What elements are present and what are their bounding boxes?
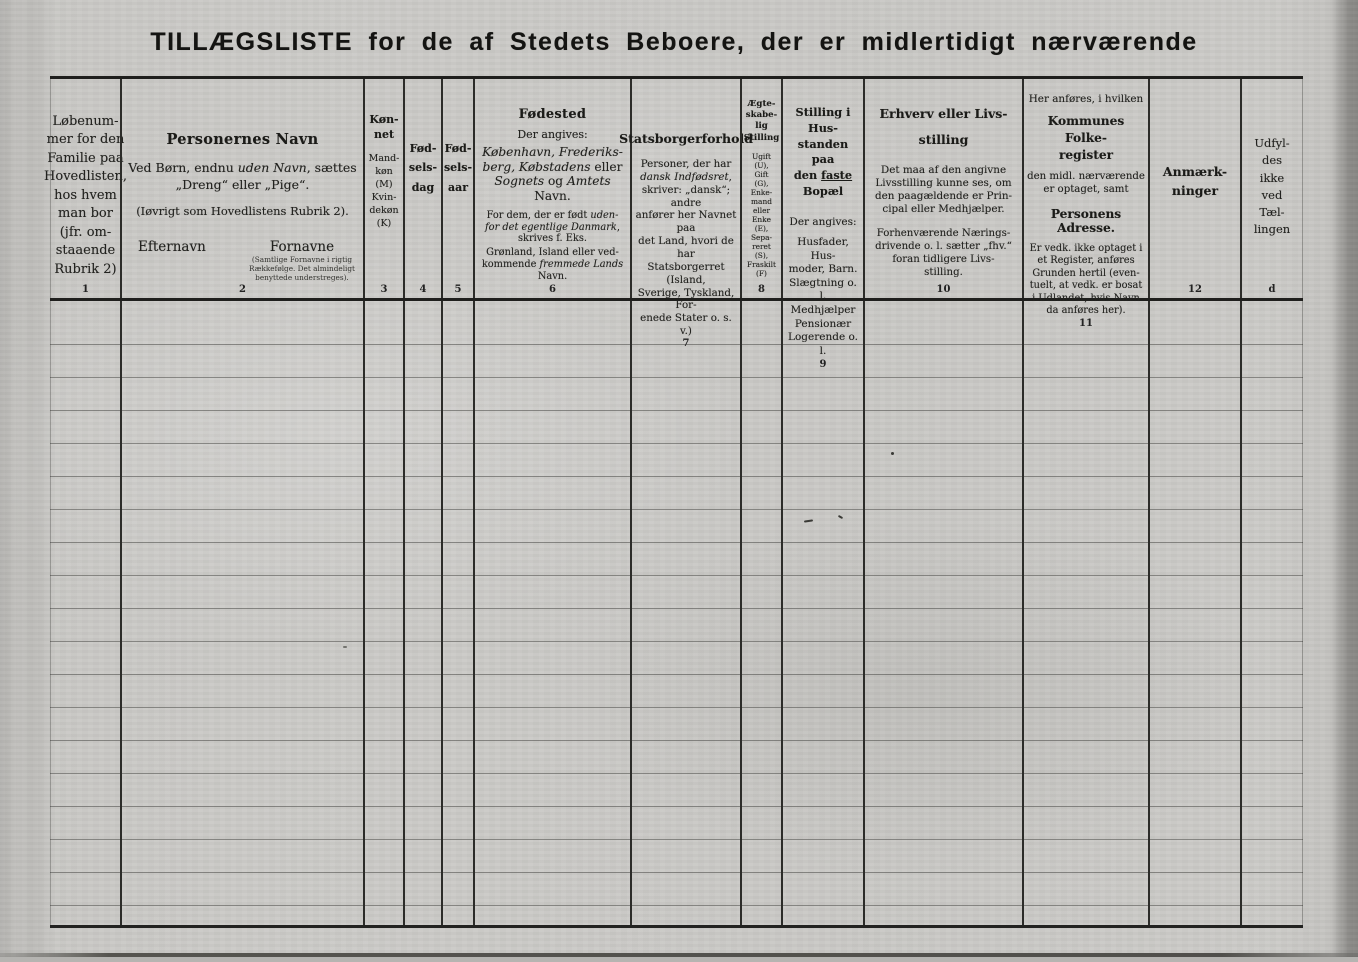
column-header-intro: Her anføres, i hvilken (1028, 93, 1144, 105)
body-column-population-register (1022, 301, 1148, 925)
column-number: 8 (758, 284, 765, 295)
surname-label: Efternavn (138, 238, 206, 255)
column-title: Anmærk- ninger (1162, 164, 1228, 198)
column-header-text: den midl. nærværende er optaget, samt (1027, 171, 1145, 196)
column-title: Kommunes Folke- register (1047, 114, 1125, 163)
column-header-paragraph: Grønland, Island eller ved- kommende fre… (481, 247, 624, 283)
column-header-text: Udfyl- des ikke ved Tæl- lingen (1253, 136, 1291, 237)
column-number: 1 (82, 284, 89, 295)
column-header-birth-day: Fød- sels- dag 4 (403, 79, 441, 298)
body-column-family-number (50, 301, 120, 925)
column-header-family-number: Løbenum- mer for den Familie paa Hovedli… (44, 79, 127, 298)
column-header-paragraph: København, Frederiks- berg, Købstadens e… (482, 145, 623, 203)
body-column-birth-year (441, 301, 473, 925)
column-header-note-dreng-pige: „Dreng“ eller „Pige“. (175, 177, 310, 192)
column-header-not-filled: Udfyl- des ikke ved Tæl- lingen d (1240, 79, 1303, 298)
firstnames-footnote: (Samtlige Fornavne i rigtig Rækkefølge. … (248, 254, 355, 282)
table-body-empty-rows (50, 301, 1303, 928)
column-title-address: Personens Adresse. (1050, 206, 1122, 235)
body-column-remarks (1148, 301, 1240, 925)
column-header-citizenship: Statsborgerforhold Personer, der har dan… (619, 79, 753, 349)
scan-bottom-margin (0, 957, 1358, 962)
column-number: 5 (454, 284, 462, 295)
column-number: 12 (1188, 284, 1202, 295)
column-title: Personernes Navn (166, 131, 319, 148)
column-header-occupation: Erhverv eller Livs- stilling Det maa af … (863, 79, 1022, 298)
page-title: TILLÆGSLISTE for de af Stedets Beboere, … (150, 28, 1198, 56)
column-header-paragraph: Personer, der har dansk Indfødsret, skri… (635, 158, 737, 338)
name-sublabels: Efternavn Fornavne (Samtlige Fornavne i … (124, 239, 361, 284)
column-subtitle: Der angives: (517, 128, 588, 141)
column-header-marital-status: Ægte- skabe- lig Stilling Ugift (U), Gif… (740, 79, 781, 298)
column-title: Stilling i Hus- standen paa den faste Bo… (793, 105, 853, 199)
body-column-person-name (120, 301, 363, 925)
column-header-text: Løbenum- mer for den Familie paa Hovedli… (44, 114, 127, 277)
column-number: 11 (1079, 317, 1093, 329)
firstnames-label-group: Fornavne (Samtlige Fornavne i rigtig Ræk… (249, 239, 361, 282)
body-column-occupation (863, 301, 1022, 925)
column-header-person-name: Personernes Navn Ved Børn, endnu uden Na… (120, 79, 363, 298)
column-header-text: Husfader, Hus- moder, Barn. Slægtning o.… (788, 235, 858, 357)
column-title: Statsborgerforhold (619, 131, 753, 146)
column-subtitle: Der angives: (789, 215, 857, 228)
firstnames-label: Fornavne (269, 238, 335, 255)
column-header-paragraph: Forhenværende Nærings- drivende o. l. sæ… (875, 227, 1012, 278)
scan-bottom-edge (0, 953, 1358, 957)
column-title: Fød- sels- dag (408, 142, 438, 194)
census-table: Løbenum- mer for den Familie paa Hovedli… (44, 76, 1303, 928)
column-number: d (1268, 284, 1276, 295)
body-column-birth-day (403, 301, 441, 925)
column-title: Fød- sels- aar (443, 142, 473, 194)
column-title: Fødested (518, 107, 587, 122)
column-number: 2 (239, 284, 246, 295)
body-column-household-position (781, 301, 863, 925)
column-header-population-register: Her anføres, i hvilken Kommunes Folke- r… (1022, 79, 1148, 329)
column-header-household-position: Stilling i Hus- standen paa den faste Bo… (781, 79, 863, 370)
column-header-text: Mand- køn (M) Kvin- dekøn (K) (368, 152, 400, 230)
column-header-paragraph: For dem, der er født uden- for det egent… (485, 209, 620, 245)
column-header-birth-year: Fød- sels- aar 5 (441, 79, 473, 298)
column-header-sex: Køn- net Mand- køn (M) Kvin- dekøn (K) 3 (363, 79, 403, 298)
column-number: 6 (549, 284, 556, 295)
column-header-paragraph: Er vedk. ikke optaget i et Register, anf… (1029, 242, 1143, 317)
column-header-note-rubrik: (Iøvrigt som Hovedlistens Rubrik 2). (136, 204, 349, 218)
body-column-citizenship (630, 301, 740, 925)
column-header-note-children: Ved Børn, endnu uden Navn, sættes (128, 160, 357, 175)
column-number: 9 (819, 358, 827, 370)
body-column-sex (363, 301, 403, 925)
column-title: Køn- net (369, 113, 399, 141)
body-column-birthplace (473, 301, 630, 925)
column-header-text: Ugift (U), Gift (G), Enke- mand eller En… (746, 151, 777, 279)
column-number: 10 (936, 284, 951, 295)
column-header-paragraph: Det maa af den angivne Livsstilling kunn… (874, 163, 1013, 216)
column-header-birthplace: Fødested Der angives: København, Frederi… (473, 79, 630, 298)
column-title: Erhverv eller Livs- stilling (879, 106, 1008, 148)
column-number: 7 (682, 338, 690, 350)
column-number: 3 (380, 284, 388, 295)
table-header-row: Løbenum- mer for den Familie paa Hovedli… (44, 76, 1303, 370)
column-header-remarks: Anmærk- ninger 12 (1148, 79, 1240, 298)
column-number: 4 (419, 284, 427, 295)
body-column-not-filled (1240, 301, 1303, 925)
body-column-marital-status (740, 301, 781, 925)
column-title: Ægte- skabe- lig Stilling (743, 99, 780, 143)
